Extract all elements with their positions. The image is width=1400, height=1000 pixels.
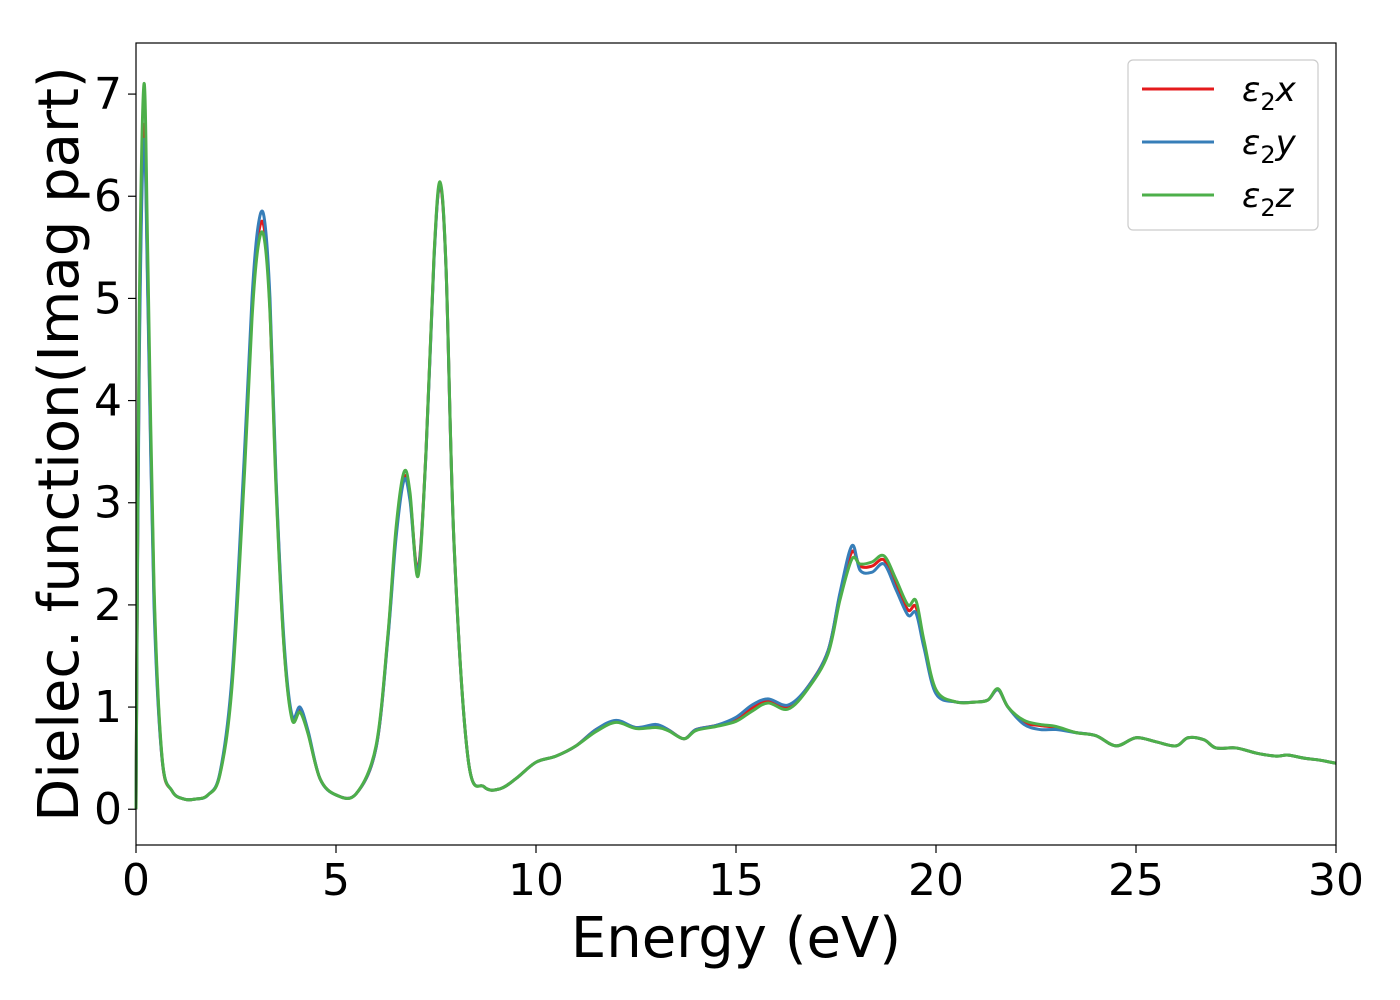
y-tick-label: 5 bbox=[94, 273, 122, 324]
y-tick-label: 3 bbox=[94, 478, 122, 529]
x-tick-label: 20 bbox=[908, 855, 964, 906]
x-tick-label: 10 bbox=[508, 855, 564, 906]
y-axis-title: Dielec. function(Imag part) bbox=[27, 66, 92, 822]
legend-label: ε2y bbox=[1242, 123, 1297, 169]
legend-label: ε2x bbox=[1242, 70, 1297, 116]
y-tick-label: 0 bbox=[94, 784, 122, 835]
legend-label: ε2z bbox=[1242, 176, 1295, 222]
series-layer bbox=[134, 82, 1337, 810]
series-line-z bbox=[134, 82, 1337, 810]
y-tick-label: 2 bbox=[94, 580, 122, 631]
legend-box bbox=[1127, 59, 1319, 231]
x-tick-label: 30 bbox=[1308, 855, 1364, 906]
ticks-layer: 0 5 10 15 20 25 30 0 1 2 3 4 5 6 7 bbox=[94, 69, 1364, 906]
y-tick-label: 6 bbox=[94, 171, 122, 222]
x-tick-label: 0 bbox=[122, 855, 150, 906]
legend: ε2x ε2y ε2z bbox=[1127, 59, 1319, 231]
x-tick-label: 15 bbox=[708, 855, 764, 906]
y-tick-label: 1 bbox=[94, 682, 122, 733]
series-line-y bbox=[134, 138, 1337, 810]
x-tick-label: 5 bbox=[322, 855, 350, 906]
x-axis-title: Energy (eV) bbox=[571, 906, 901, 971]
y-tick-label: 7 bbox=[94, 69, 122, 120]
x-tick-label: 25 bbox=[1108, 855, 1164, 906]
y-tick-label: 4 bbox=[94, 376, 122, 427]
